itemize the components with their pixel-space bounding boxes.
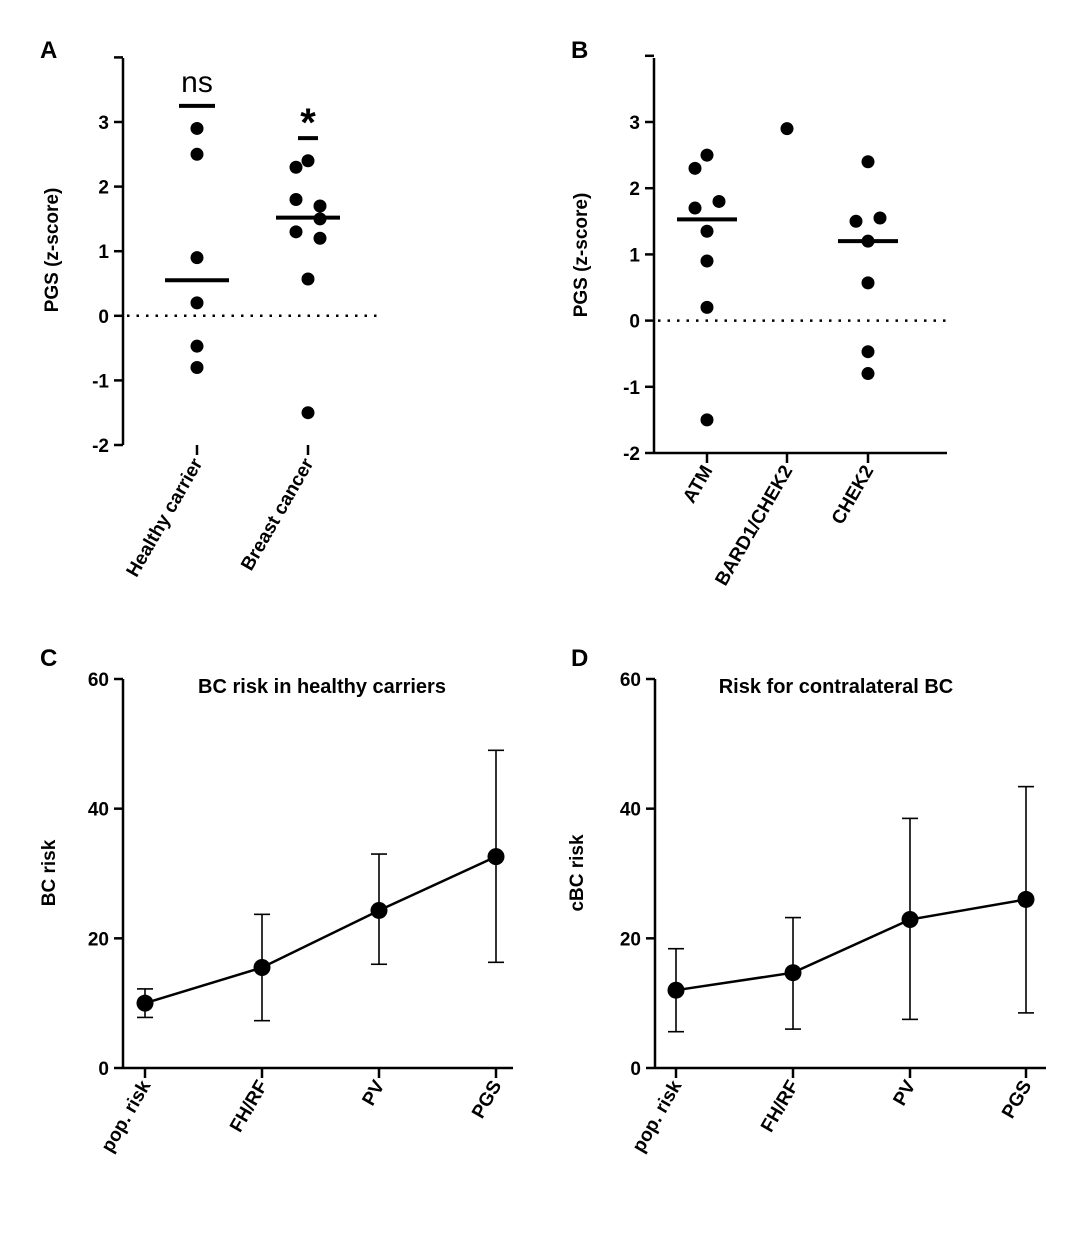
panel-a-data-point — [301, 272, 315, 286]
panel-d-y-tick-label: 40 — [620, 800, 641, 821]
panel-a-data-point — [289, 225, 303, 239]
panel-c-y-tick-label: 20 — [88, 929, 109, 950]
panel-b-y-tick-label: 0 — [629, 312, 640, 333]
panel-a-sig-label: * — [300, 101, 316, 145]
panel-c-data-point — [253, 959, 271, 977]
panel-b-y-tick-label: -2 — [623, 444, 640, 465]
panel-b-data-point — [780, 122, 794, 136]
panel-d-letter: D — [571, 645, 588, 672]
panel-d-y-tick-label: 60 — [620, 670, 641, 691]
panel-c-x-tick-label: PGS — [468, 1077, 506, 1122]
panel-c-data-point — [370, 901, 388, 919]
panel-d-ylabel: cBC risk — [567, 834, 588, 912]
panel-a-ylabel: PGS (z-score) — [42, 188, 63, 313]
panel-b-data-point — [861, 155, 875, 169]
panel-c-data-point — [487, 848, 505, 866]
panel-d-data-point — [901, 911, 919, 929]
panel-b-ylabel: PGS (z-score) — [571, 193, 592, 318]
panel-d-x-tick-label: PGS — [998, 1077, 1036, 1122]
panel-a: A PGS (z-score) 3 2 1 0 -1 -2 Healthy carrier B… — [40, 37, 383, 581]
panel-b-x-tick-label: CHEK2 — [828, 462, 878, 528]
panel-b-letter: B — [571, 37, 588, 64]
panel-a-data-point — [190, 296, 204, 310]
panel-b-y-tick-label: 3 — [629, 113, 640, 134]
panel-c-y-tick-label: 60 — [88, 670, 109, 691]
panel-b-data-point — [861, 345, 875, 359]
panel-a-data-point — [190, 251, 204, 265]
panel-c-x-tick-label: PV — [358, 1077, 389, 1110]
panel-b-data-point — [688, 161, 702, 175]
panel-a-data-point — [190, 121, 204, 135]
panel-a-y-tick-label: 1 — [98, 242, 109, 263]
panel-a-data-point — [313, 231, 327, 245]
panel-a-data-point — [190, 147, 204, 161]
panel-b-data-point — [712, 194, 726, 208]
panel-b-data-point — [861, 276, 875, 290]
panel-a-data-point — [289, 193, 303, 207]
panel-a-y-tick-label: -1 — [92, 371, 109, 392]
panel-d-data-point — [784, 964, 802, 982]
panel-d-x-tick-label: PV — [889, 1077, 920, 1110]
panel-a-y-tick-label: 2 — [98, 178, 109, 199]
panel-d-data-point — [667, 981, 685, 999]
panel-a-y-tick-label: -2 — [92, 436, 109, 457]
panel-b-data-point — [700, 148, 714, 162]
panel-c-x-tick-label: pop. risk — [98, 1077, 156, 1156]
panel-c-letter: C — [40, 645, 57, 672]
panel-d-data-point — [1017, 890, 1035, 908]
panel-b-x-tick-label: ATM — [679, 462, 717, 507]
panel-c-y-tick-label: 40 — [88, 800, 109, 821]
panel-d-title: Risk for contralateral BC — [719, 676, 954, 698]
panel-c-data-point — [136, 994, 154, 1012]
panel-d-x-tick-label: FH/RF — [757, 1077, 803, 1136]
panel-c: C BC risk in healthy carriers BC risk 60… — [39, 645, 513, 1156]
panel-b-data-point — [861, 367, 875, 381]
panel-b-data-point — [700, 254, 714, 268]
panel-a-data-point — [289, 160, 303, 174]
panel-b-x-tick-label: BARD1/CHEK2 — [712, 462, 798, 590]
panel-d-y-tick-label: 20 — [620, 929, 641, 950]
panel-a-letter: A — [40, 37, 57, 64]
panel-c-y-tick-label: 0 — [98, 1059, 109, 1080]
panel-a-data-point — [190, 360, 204, 374]
panel-b-data-point — [873, 211, 887, 225]
panel-b-data-point — [700, 224, 714, 238]
panel-b-data-point — [688, 201, 702, 215]
panel-c-ylabel: BC risk — [39, 839, 60, 906]
panel-a-x-tick-label: Healthy carrier — [123, 454, 208, 580]
panel-b-y-tick-label: -1 — [623, 378, 640, 399]
panel-b-y-tick-label: 2 — [629, 179, 640, 200]
panel-d-series-line — [675, 898, 1027, 992]
panel-a-y-tick-label: 3 — [98, 113, 109, 134]
panel-a-data-point — [190, 339, 204, 353]
panel-a-sig-label: ns — [181, 66, 213, 99]
panel-b-data-point — [849, 214, 863, 228]
panel-b-data-point — [700, 300, 714, 314]
panel-a-data-point — [301, 406, 315, 420]
panel-a-y-tick-label: 0 — [98, 307, 109, 328]
panel-b-y-tick-label: 1 — [629, 245, 640, 266]
panel-d-y-tick-label: 0 — [630, 1059, 641, 1080]
panel-d: D Risk for contralateral BC cBC risk 60 4… — [567, 645, 1046, 1156]
panel-c-title: BC risk in healthy carriers — [198, 676, 446, 698]
panel-d-x-tick-label: pop. risk — [629, 1077, 687, 1156]
panel-a-data-point — [301, 154, 315, 168]
panel-c-series-line — [144, 855, 497, 1005]
panel-b-data-point — [700, 413, 714, 427]
panel-c-x-tick-label: FH/RF — [226, 1077, 272, 1136]
panel-a-data-point — [313, 199, 327, 213]
panel-a-x-tick-label: Breast cancer — [237, 454, 318, 574]
